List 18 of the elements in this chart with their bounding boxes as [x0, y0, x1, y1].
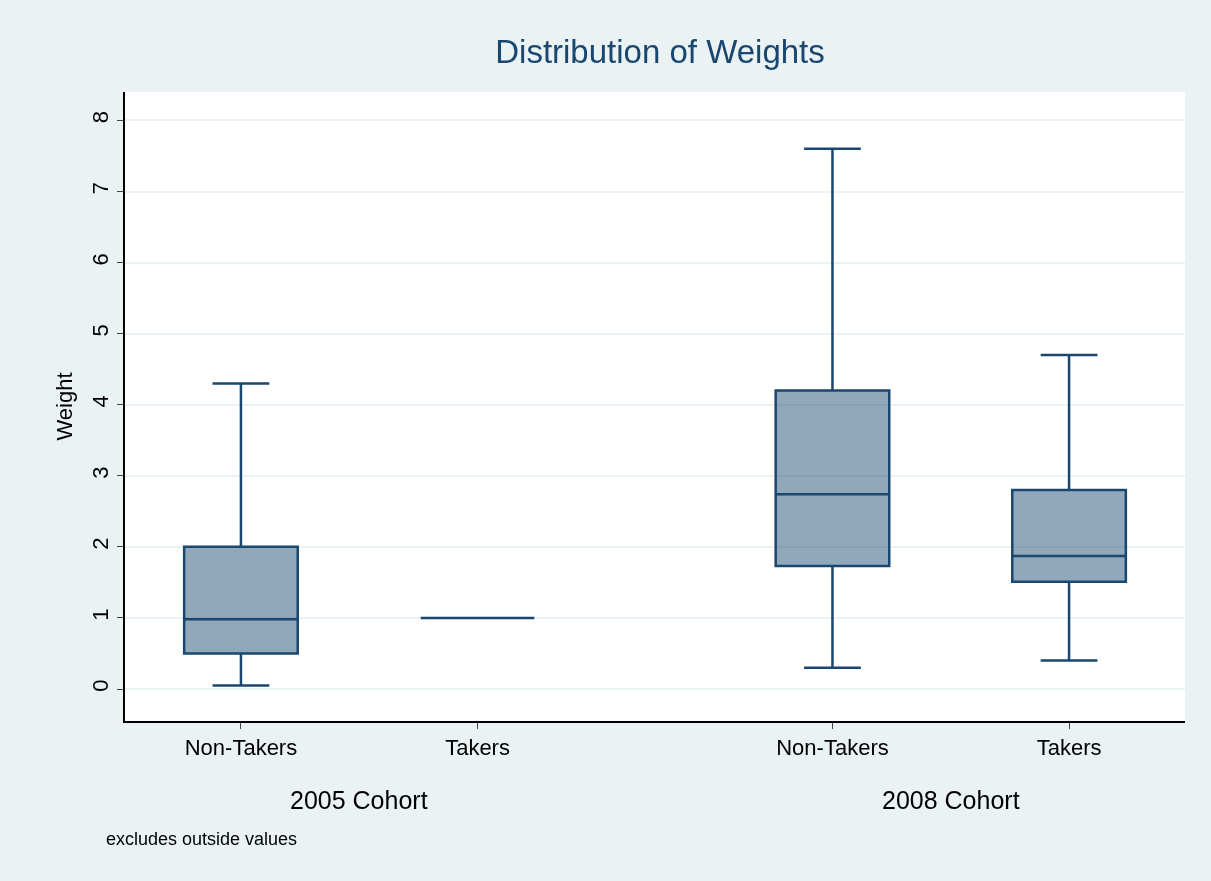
y-tick-label: 0 — [88, 679, 114, 692]
x-tick-label: Non-Takers — [776, 735, 889, 761]
y-tick-label: 8 — [88, 111, 114, 124]
x-tick-label: Takers — [1036, 735, 1102, 761]
chart-title: Distribution of Weights — [495, 32, 825, 70]
x-tick-label: Non-Takers — [184, 735, 298, 761]
y-tick-label: 6 — [88, 253, 114, 266]
y-axis-title: Weight — [51, 372, 77, 441]
text: excludes outside values — [106, 829, 298, 849]
y-tick-label: 1 — [88, 608, 114, 621]
text: 2005 Cohort — [290, 786, 428, 814]
y-tick-label: 5 — [88, 324, 114, 337]
x-tick-label: Takers — [445, 735, 510, 761]
y-tick-label: 4 — [88, 395, 114, 408]
y-tick-label: 2 — [88, 537, 114, 550]
y-tick-label: 7 — [88, 182, 114, 195]
text: 2008 Cohort — [882, 786, 1020, 814]
y-tick-label: 3 — [88, 466, 114, 479]
